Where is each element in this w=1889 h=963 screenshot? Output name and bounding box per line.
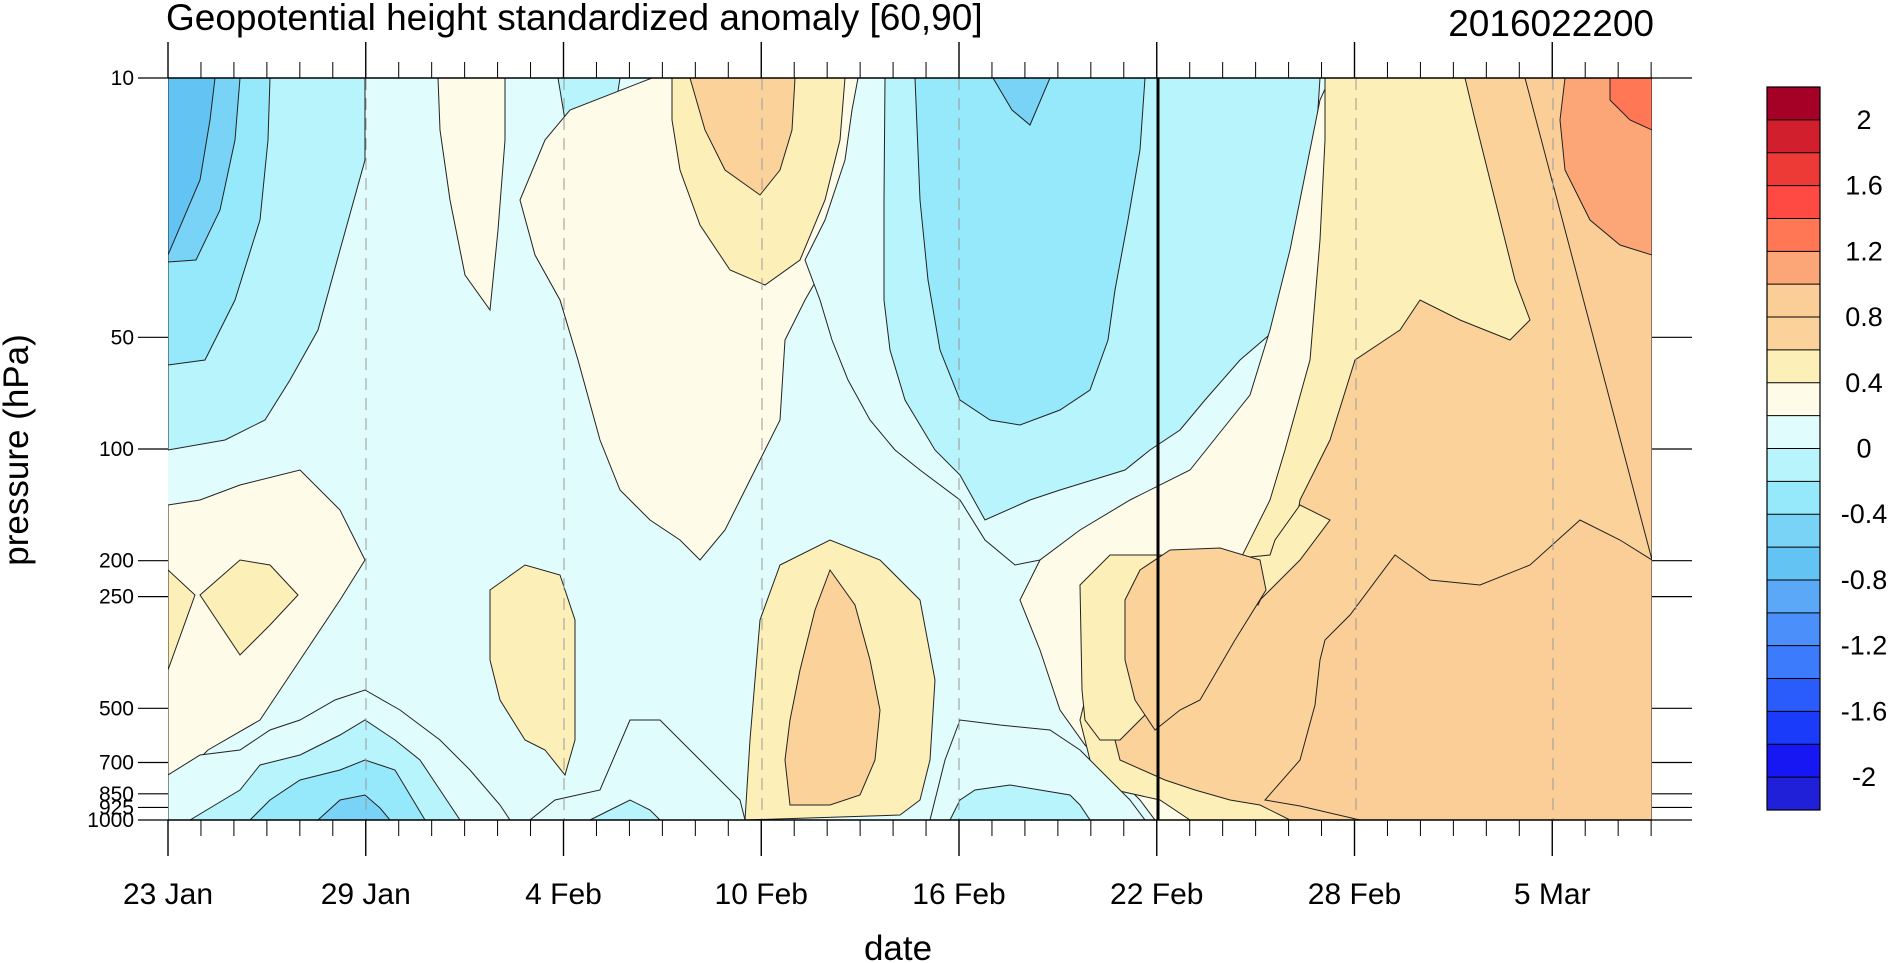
contour-surface-cold-0.6	[249, 759, 426, 820]
colorbar-swatch-1	[1767, 119, 1820, 154]
contour-mid-cold-0.6	[914, 78, 1146, 426]
y-tick-label-50: 50	[111, 326, 134, 349]
colorbar-swatch-5	[1767, 251, 1820, 285]
contour-surface-cold-0.4c	[949, 784, 1091, 820]
contour-surface-cold-0.4b	[589, 799, 661, 820]
colorbar-swatch-6	[1767, 284, 1820, 318]
colorbar-label-5: 0	[1856, 434, 1871, 464]
contour-trop-warm-0.2a	[168, 569, 196, 671]
colorbar-label-7: -0.8	[1841, 565, 1888, 595]
chart-title: Geopotential height standardized anomaly…	[166, 0, 983, 38]
colorbar-label-3: 0.8	[1845, 302, 1883, 332]
colorbar-label-10: -2	[1852, 762, 1876, 792]
y-tick-label-925: 925	[99, 796, 134, 819]
colorbar-swatch-8	[1767, 349, 1820, 384]
contour-late-warm-1.0	[1609, 78, 1652, 131]
y-tick-label-250: 250	[99, 586, 134, 609]
colorbar-swatch-15	[1767, 579, 1820, 614]
colorbar-label-1: 1.6	[1845, 171, 1883, 201]
y-tick-label-1000: 1000	[87, 809, 134, 832]
x-tick-label-1: 29 Jan	[321, 878, 411, 911]
contour-mid-cold-0.8	[992, 78, 1051, 126]
colorbar-swatch-17	[1767, 645, 1820, 680]
contour-trop-warm-0.2c	[489, 564, 576, 777]
colorbar-label-2: 1.2	[1845, 236, 1883, 266]
contour-late-warm-0.8	[1559, 78, 1652, 256]
colorbar: 2 1.6 1.2 0.8 0.4 0 -0.4 -0.8 -1.2 -1.6 -2	[1766, 86, 1888, 811]
colorbar-swatch-4	[1767, 218, 1820, 252]
x-tick-label-2: 4 Feb	[525, 878, 602, 911]
y-axis-label: pressure (hPa)	[0, 334, 36, 565]
contour-early-cold-1.0	[168, 78, 216, 256]
colorbar-label-8: -1.2	[1841, 631, 1888, 661]
colorbar-swatch-16	[1767, 612, 1820, 647]
colorbar-swatch-3	[1767, 185, 1820, 219]
contour-fill-layer	[168, 78, 1652, 820]
y-tick-label-500: 500	[99, 697, 134, 720]
contour-neutral-pocket-1	[437, 78, 506, 312]
colorbar-swatch-12	[1767, 481, 1820, 515]
colorbar-swatch-0	[1767, 87, 1820, 121]
contour-trop-warm-0.2b	[199, 559, 299, 656]
colorbar-swatch-7	[1767, 317, 1820, 351]
colorbar-swatch-2	[1767, 152, 1820, 187]
x-tick-label-5: 22 Feb	[1110, 878, 1203, 911]
date-grid-lines	[365, 78, 1554, 820]
y-tick-label-10: 10	[111, 67, 134, 90]
x-tick-label-7: 5 Mar	[1514, 878, 1591, 911]
colorbar-swatch-13	[1767, 514, 1820, 548]
x-tick-label-6: 28 Feb	[1308, 878, 1401, 911]
colorbar-swatch-14	[1767, 547, 1820, 581]
colorbar-label-6: -0.4	[1841, 499, 1888, 529]
colorbar-label-4: 0.4	[1845, 368, 1883, 398]
x-axis-label: date	[864, 929, 932, 963]
y-tick-label-700: 700	[99, 752, 134, 775]
y-tick-label-850: 850	[99, 783, 134, 806]
colorbar-swatch-9	[1767, 382, 1820, 417]
colorbar-swatch-10	[1767, 415, 1820, 449]
x-tick-label-0: 23 Jan	[123, 878, 213, 911]
contour-surface-cold-0.8	[317, 794, 391, 820]
contour-surface-cold-0.2b	[529, 719, 746, 820]
colorbar-swatch-18	[1767, 678, 1820, 712]
contour-late-warm-0.6	[1264, 78, 1652, 820]
colorbar-label-9: -1.6	[1841, 696, 1888, 726]
colorbar-label-0: 2	[1856, 105, 1871, 135]
colorbar-swatch-11	[1767, 448, 1820, 482]
y-tick-label-200: 200	[99, 550, 134, 573]
contour-mid-warm-0.4	[689, 78, 796, 196]
contour-trop-warm-0.4	[784, 568, 881, 806]
x-tick-label-3: 10 Feb	[715, 878, 808, 911]
colorbar-swatch-21	[1767, 777, 1820, 811]
chart-date-stamp: 2016022200	[1448, 3, 1654, 44]
contour-trop-late-0.4	[1124, 547, 1267, 731]
colorbar-swatch-19	[1767, 711, 1820, 745]
x-axis-ticks: 23 Jan 29 Jan 4 Feb 10 Feb 16 Feb 22 Feb 28 Fe…	[123, 42, 1652, 911]
y-tick-label-100: 100	[99, 438, 134, 461]
x-tick-label-4: 16 Feb	[912, 878, 1005, 911]
colorbar-swatch-20	[1767, 744, 1820, 778]
colorbar-frame	[1766, 86, 1821, 811]
